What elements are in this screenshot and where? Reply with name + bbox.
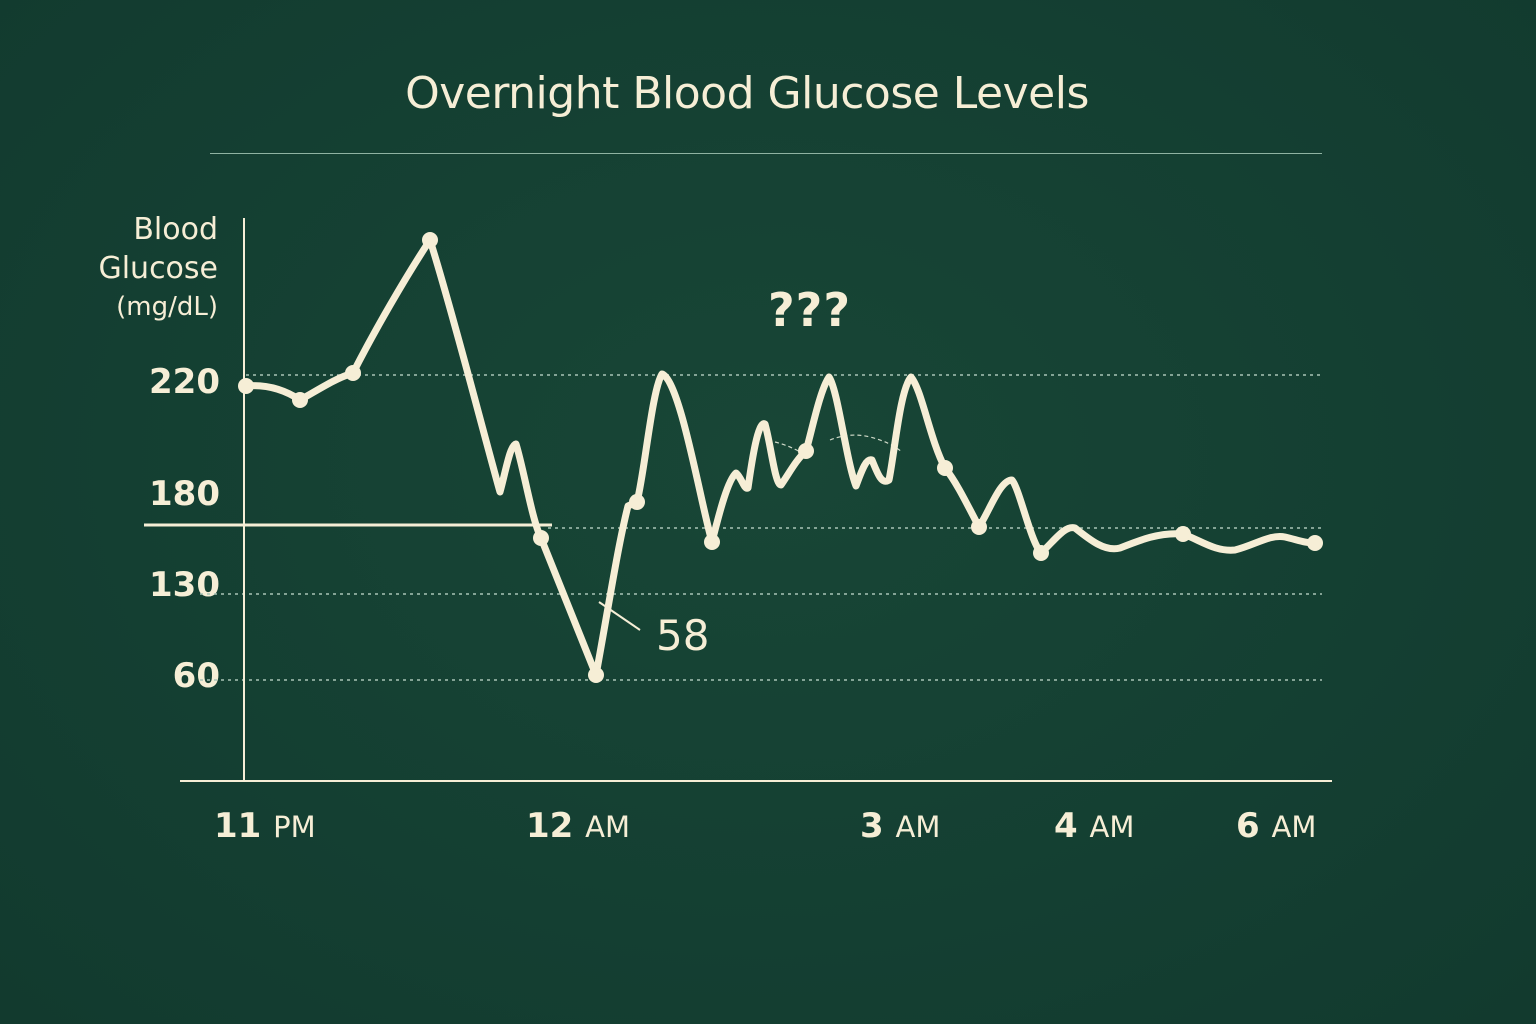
x-tick-period: AM [585, 810, 631, 844]
x-tick-period: AM [895, 810, 941, 844]
low-value-leader [598, 601, 641, 631]
data-point [937, 460, 953, 476]
moon-icon [565, 729, 603, 768]
x-tick-hour: 12 [526, 806, 574, 846]
x-tick-period: PM [273, 810, 316, 844]
data-points [238, 232, 1323, 683]
data-point [629, 494, 645, 510]
y-axis-label-line1: Blood [133, 212, 218, 247]
data-point [422, 232, 438, 248]
low-value-label: 58 [656, 611, 710, 660]
y-axis-label: Blood Glucose (mg/dL) [98, 210, 218, 327]
data-point [533, 530, 549, 546]
x-tick-label: 3 AM [860, 806, 940, 846]
x-tick-period: AM [1271, 810, 1317, 844]
x-tick-label: 4 AM [1054, 806, 1134, 846]
x-tick-period: AM [1089, 810, 1135, 844]
glucose-line [242, 236, 1319, 679]
x-tick-hour: 11 [214, 806, 262, 846]
uncertainty-arc-left [774, 441, 801, 453]
data-point [588, 667, 604, 683]
title-divider [210, 153, 1322, 154]
x-tick-label: 12 AM [526, 806, 630, 846]
data-point [345, 365, 361, 381]
x-tick-hour: 4 [1054, 806, 1078, 846]
data-point [798, 443, 814, 459]
y-tick-label: 180 [149, 474, 220, 514]
y-tick-label: 60 [172, 656, 220, 696]
question-marks-label: ??? [768, 283, 852, 337]
chart-title: Overnight Blood Glucose Levels [405, 68, 1089, 119]
x-tick-label: 11 PM [214, 806, 316, 846]
data-point [971, 519, 987, 535]
y-tick-label: 130 [149, 565, 220, 605]
y-tick-label: 220 [149, 362, 220, 402]
y-axis-label-line2: Glucose [98, 251, 218, 286]
y-axis-unit: (mg/dL) [116, 292, 218, 322]
moon-icon [891, 729, 929, 768]
data-point [1033, 545, 1049, 561]
x-tick-hour: 3 [860, 806, 884, 846]
data-point [704, 534, 720, 550]
x-tick-hour: 6 [1236, 806, 1260, 846]
x-tick-label: 6 AM [1236, 806, 1316, 846]
data-point [292, 392, 308, 408]
data-point [1307, 535, 1323, 551]
data-point [1175, 526, 1191, 542]
data-point [238, 378, 254, 394]
